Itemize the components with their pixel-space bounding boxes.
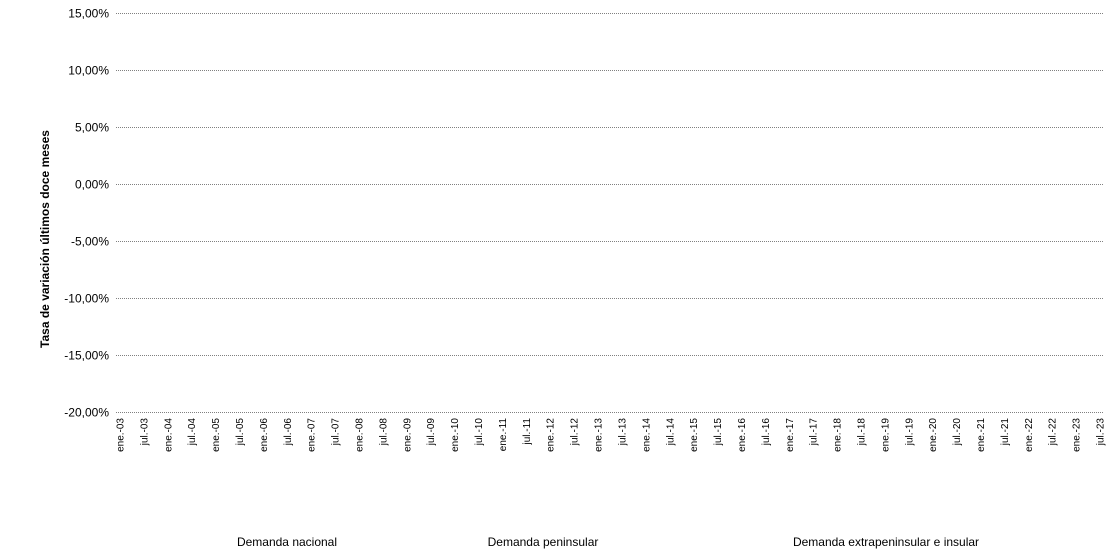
y-tick-label: 15,00% — [68, 7, 109, 21]
x-tick-label: ene.-06 — [259, 418, 270, 452]
x-tick-label: ene.-09 — [402, 418, 413, 452]
y-axis-ticks: 15,00% 10,00% 5,00% 0,00% -5,00% -10,00% -15,0… — [64, 7, 109, 420]
x-tick-label: ene.-03 — [116, 418, 127, 452]
y-tick-label: 5,00% — [75, 121, 109, 135]
x-tick-label: jul.-21 — [1000, 418, 1011, 447]
x-tick-label: jul.-17 — [809, 418, 820, 447]
y-tick-label: -10,00% — [64, 292, 109, 306]
x-axis-ticks: ene.-03 jul.-03 ene.-04 jul.-04 ene.-05 jul.-… — [116, 418, 1106, 452]
x-tick-label: ene.-21 — [976, 418, 987, 452]
x-tick-label: ene.-08 — [355, 418, 366, 452]
x-tick-label: ene.-20 — [928, 418, 939, 452]
y-tick-label: -5,00% — [71, 235, 109, 249]
x-tick-label: jul.-10 — [474, 418, 485, 447]
x-tick-label: jul.-03 — [139, 418, 150, 447]
x-tick-label: ene.-18 — [833, 418, 844, 452]
x-tick-label: ene.-11 — [498, 418, 509, 452]
legend: Demanda nacional Demanda peninsular Demand… — [237, 535, 979, 549]
x-tick-label: ene.-04 — [163, 418, 174, 452]
x-tick-label: jul.-23 — [1096, 418, 1106, 447]
y-tick-label: -15,00% — [64, 349, 109, 363]
x-tick-label: jul.-12 — [570, 418, 581, 447]
x-tick-label: ene.-05 — [211, 418, 222, 452]
grid-lines — [116, 13, 1104, 413]
y-tick-label: 10,00% — [68, 64, 109, 78]
x-tick-label: ene.-15 — [689, 418, 700, 452]
x-tick-label: jul.-14 — [665, 418, 676, 447]
x-tick-label: jul.-18 — [856, 418, 867, 447]
x-tick-label: ene.-19 — [880, 418, 891, 452]
x-tick-label: ene.-07 — [307, 418, 318, 452]
x-tick-label: ene.-22 — [1024, 418, 1035, 452]
x-tick-label: ene.-13 — [594, 418, 605, 452]
y-axis-label: Tasa de variación últimos doce meses — [38, 130, 52, 348]
x-tick-label: jul.-19 — [904, 418, 915, 447]
x-tick-label: jul.-20 — [952, 418, 963, 447]
x-tick-label: ene.-17 — [785, 418, 796, 452]
x-tick-label: jul.-16 — [761, 418, 772, 447]
x-tick-label: ene.-12 — [546, 418, 557, 452]
legend-entry: Demanda extrapeninsular e insular — [793, 535, 979, 549]
x-tick-label: ene.-10 — [450, 418, 461, 452]
x-tick-label: jul.-08 — [378, 418, 389, 447]
x-tick-label: jul.-05 — [235, 418, 246, 447]
y-tick-label: 0,00% — [75, 178, 109, 192]
legend-entry: Demanda peninsular — [488, 535, 599, 549]
x-tick-label: jul.-06 — [283, 418, 294, 447]
x-tick-label: ene.-14 — [641, 418, 652, 452]
x-tick-label: jul.-11 — [522, 418, 533, 446]
legend-entry: Demanda nacional — [237, 535, 337, 549]
x-tick-label: jul.-07 — [331, 418, 342, 447]
x-tick-label: jul.-04 — [187, 418, 198, 447]
x-tick-label: jul.-09 — [426, 418, 437, 447]
y-tick-label: -20,00% — [64, 406, 109, 420]
x-tick-label: jul.-15 — [713, 418, 724, 447]
x-tick-label: jul.-22 — [1048, 418, 1059, 447]
x-tick-label: jul.-13 — [617, 418, 628, 447]
x-tick-label: ene.-23 — [1072, 418, 1083, 452]
x-tick-label: ene.-16 — [737, 418, 748, 452]
